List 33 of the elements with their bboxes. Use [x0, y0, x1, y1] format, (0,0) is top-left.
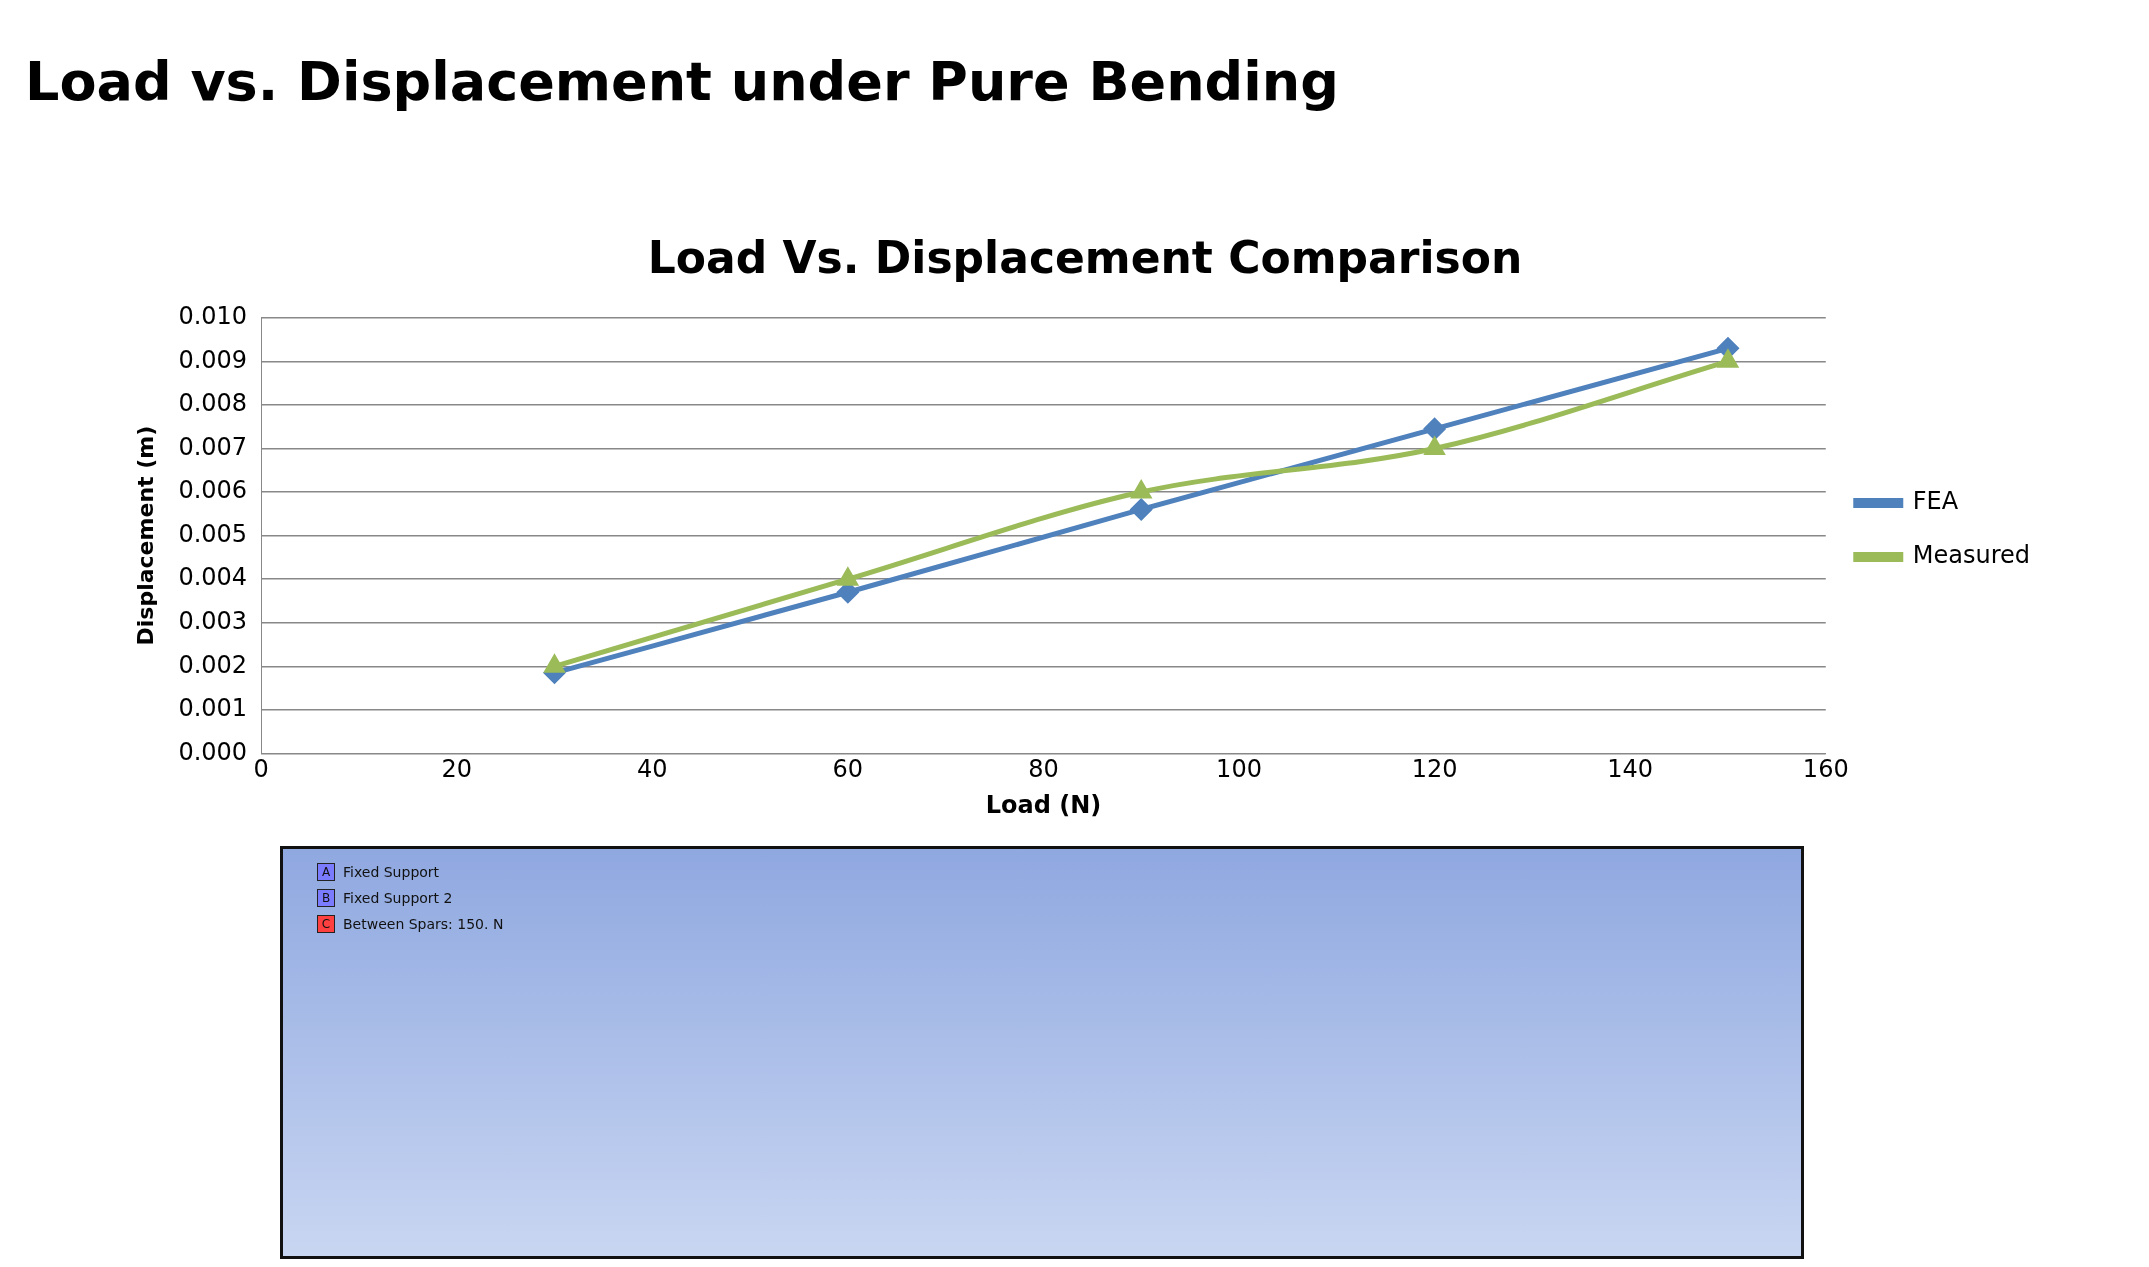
- y-tick-label: 0.009: [178, 345, 248, 374]
- point: [836, 566, 859, 586]
- y-tick-label: 0.003: [178, 606, 248, 635]
- x-tick-label: 160: [1802, 755, 1849, 784]
- y-tick-label: 0.006: [178, 476, 248, 505]
- y-tick-label: 0.008: [178, 389, 248, 418]
- x-tick-label: 120: [1411, 755, 1458, 784]
- y-axis-title: Displacement (m): [132, 425, 158, 646]
- legend-label: Measured: [1912, 541, 2030, 570]
- y-tick-label: 0.004: [178, 563, 248, 592]
- y-tick-label: 0.010: [178, 302, 248, 331]
- x-tick-label: 0: [253, 755, 269, 784]
- point: [1130, 479, 1153, 499]
- y-tick-label: 0.000: [178, 737, 248, 766]
- y-tick-label: 0.002: [178, 650, 248, 679]
- point: [1130, 498, 1152, 520]
- point: [1423, 435, 1446, 455]
- chart-subtitle: Load Vs. Displacement Comparison: [647, 231, 1523, 283]
- x-tick-label: 60: [832, 755, 864, 784]
- x-tick-label: 80: [1028, 755, 1059, 784]
- x-tick-label: 20: [441, 755, 472, 784]
- point: [1716, 348, 1740, 368]
- x-tick-label: 40: [637, 755, 668, 784]
- point: [543, 653, 566, 673]
- y-tick-label: 0.005: [178, 519, 248, 548]
- x-tick-label: 100: [1216, 755, 1262, 784]
- y-tick-label: 0.001: [178, 694, 248, 723]
- chart-title: Load vs. Displacement under Pure Bending: [25, 50, 1339, 113]
- x-axis-title: Load (N): [985, 790, 1102, 819]
- x-tick-label: 140: [1607, 755, 1654, 784]
- frame-render-picture: A Fixed Support B Fixed Support 2 C Between Spars: 150. N: [280, 846, 1804, 1259]
- legend-label: FEA: [1912, 487, 1959, 516]
- y-tick-label: 0.007: [178, 432, 248, 461]
